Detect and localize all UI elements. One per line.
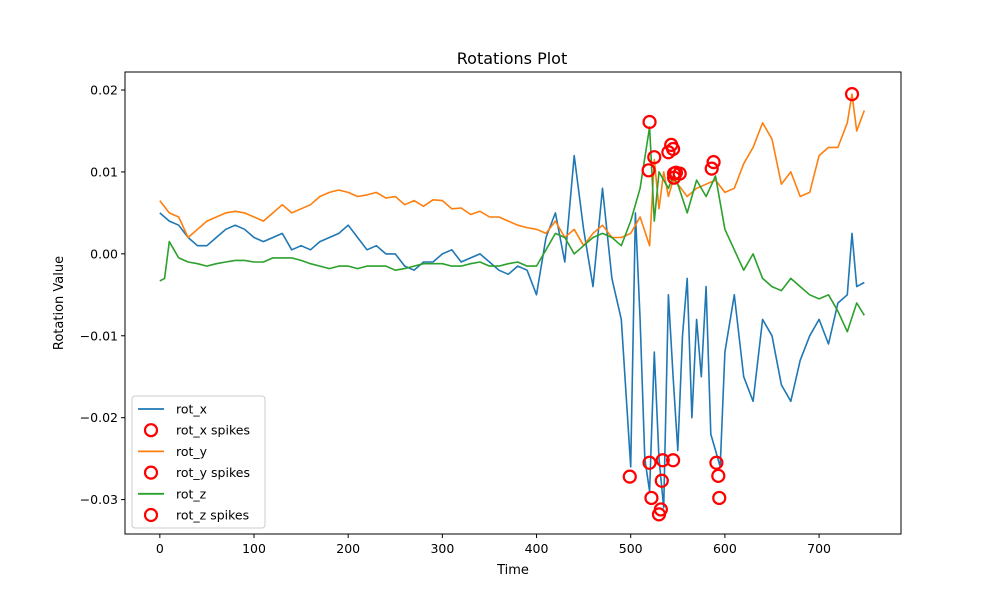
spike-marker-rot_x-spikes [642,455,657,470]
spike-marker-rot_x-spikes [665,453,681,468]
legend: rot_x rot_x spikes rot_y rot_y spikes rot_zr… [131,395,266,529]
spike-marker-rot_x-spikes [644,490,659,506]
legend-marker-swatch [143,507,159,523]
series-line-rot_x [159,154,865,509]
x-tick-label: 100 [242,541,266,556]
x-tick-label: 700 [807,541,831,556]
y-tick-label: −0.03 [80,492,118,507]
plot-frame [124,71,902,535]
spike-marker-rot_z-spikes [704,161,719,176]
spike-marker-rot_x-spikes [654,473,669,488]
chart-title: Rotations Plot [457,49,568,68]
spike-marker-rot_x-spikes [711,468,726,483]
spike-marker-rot_y-spikes [647,150,662,165]
y-tick-label: 0.02 [90,83,118,98]
y-tick-label: 0.00 [90,246,118,261]
x-tick-label: 0 [156,541,164,556]
legend-label: rot_z [176,486,207,501]
x-tick-label: 600 [713,541,737,556]
x-axis-label: Time [496,563,529,578]
spike-marker-rot_x-spikes [709,455,724,470]
series-line-rot_y [159,93,866,247]
spike-marker-rot_y-spikes [844,87,860,102]
spike-marker-rot_y-spikes [665,141,681,157]
legend-box [131,395,266,529]
spike-marker-rot_z-spikes [668,165,684,180]
x-tick-label: 400 [525,541,549,556]
spike-marker-rot_x-spikes [712,490,727,506]
series-line-rot_z [159,126,865,333]
y-axis-ticks: −0.03 −0.02 −0.01 0.00 0.01 0.02 [80,83,125,507]
y-tick-label: 0.01 [90,164,118,179]
legend-label: rot_x [176,402,207,417]
legend-label: rot_z spikes [176,508,249,523]
legend-label: rot_x spikes [176,423,250,438]
spike-marker-rot_x-spikes [653,502,668,517]
y-tick-label: −0.01 [80,328,118,343]
x-axis-ticks: 0 100 200 300 400 500 600 700 [156,534,831,556]
spike-layer [622,87,860,522]
x-tick-label: 300 [430,541,454,556]
legend-marker-swatch [143,465,159,480]
legend-label: rot_y [176,444,208,459]
spike-marker-rot_y-spikes [706,155,721,170]
spike-marker-rot_x-spikes [622,469,637,484]
y-tick-label: −0.02 [80,410,118,425]
legend-label: rot_y spikes [176,465,250,480]
spike-marker-rot_z-spikes [641,163,656,178]
plot-clip-group [159,87,866,522]
spike-marker-rot_y-spikes [642,114,657,130]
spike-marker-rot_x-spikes [655,453,670,468]
y-axis-label: Rotation Value [52,256,67,350]
legend-marker-swatch [143,423,159,438]
x-tick-label: 500 [619,541,643,556]
x-tick-label: 200 [336,541,360,556]
series-layer [159,93,866,509]
